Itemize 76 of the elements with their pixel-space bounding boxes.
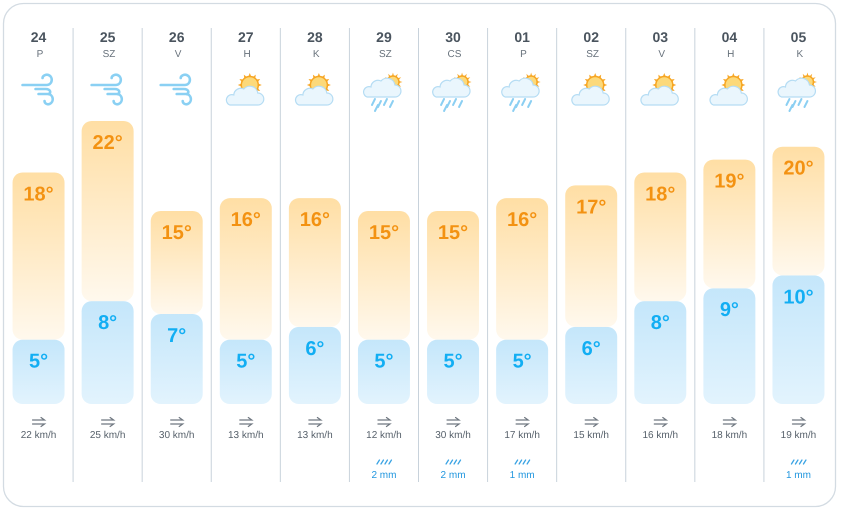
bar xyxy=(220,198,272,340)
x-tick-label: 26 V xyxy=(168,29,185,60)
data-label: 7° xyxy=(167,324,186,347)
bar xyxy=(288,198,341,327)
bar xyxy=(427,340,480,404)
data-label: 6° xyxy=(305,338,324,360)
data-label: 5° xyxy=(512,350,532,373)
annotation: 1 mm xyxy=(510,470,535,481)
annotation: 30 km/h xyxy=(158,430,194,441)
data-label: 5° xyxy=(28,350,48,373)
x-tick-label: 05 K xyxy=(790,29,806,60)
bar xyxy=(288,326,341,404)
total-label: 16° xyxy=(507,209,538,232)
bar xyxy=(772,146,824,276)
data-label: 8° xyxy=(650,312,670,334)
x-tick-label: 02 SZ xyxy=(583,29,600,60)
annotation: 16 km/h xyxy=(642,430,678,441)
total-label: 22° xyxy=(92,132,123,154)
total-label: 18° xyxy=(23,183,54,206)
annotation: 13 km/h xyxy=(297,430,333,441)
bar xyxy=(150,211,203,314)
x-tick-label: 30 CS xyxy=(444,29,462,60)
x-tick-label: 27 H xyxy=(238,29,254,60)
bar xyxy=(150,314,203,404)
annotation: 25 km/h xyxy=(90,430,126,441)
bar xyxy=(12,172,65,340)
total-label: 15° xyxy=(162,222,192,244)
bar xyxy=(358,211,410,340)
total-label: 15° xyxy=(368,222,400,244)
total-label: 19° xyxy=(714,170,744,193)
data-label: 10° xyxy=(783,286,814,308)
bar xyxy=(220,340,272,404)
bar xyxy=(82,301,134,404)
x-tick-label: 28 K xyxy=(307,29,323,60)
data-label: 8° xyxy=(98,312,118,334)
total-label: 18° xyxy=(645,183,676,206)
bar xyxy=(427,211,480,340)
total-label: 16° xyxy=(300,209,330,232)
data-label: 5° xyxy=(374,350,394,373)
bar xyxy=(634,172,686,302)
annotation: 17 km/h xyxy=(504,430,540,441)
annotation: 2 mm xyxy=(371,470,396,481)
annotation: 19 km/h xyxy=(780,430,816,441)
bar xyxy=(703,160,756,288)
bar xyxy=(496,340,548,404)
bar xyxy=(358,340,410,404)
data-label: 5° xyxy=(236,350,256,373)
annotation: 18 km/h xyxy=(712,430,748,441)
annotation: 2 mm xyxy=(440,470,466,481)
annotation: 15 km/h xyxy=(573,430,609,441)
annotation: 13 km/h xyxy=(228,430,264,441)
bar xyxy=(496,198,548,340)
bar xyxy=(703,288,756,404)
data-label: 6° xyxy=(582,338,601,360)
annotation: 22 km/h xyxy=(20,430,56,441)
total-label: 16° xyxy=(230,209,261,232)
x-tick-label: 04 H xyxy=(722,29,738,60)
x-tick-label: 29 SZ xyxy=(376,29,392,60)
bar xyxy=(565,326,618,404)
bar xyxy=(634,301,686,404)
annotation: 12 km/h xyxy=(366,430,402,441)
data-label: 5° xyxy=(443,350,463,373)
total-label: 20° xyxy=(783,158,814,180)
bar xyxy=(772,275,824,404)
data-label: 9° xyxy=(720,299,739,322)
x-tick-label: 25 SZ xyxy=(100,29,116,60)
annotation: 30 km/h xyxy=(435,430,471,441)
total-label: 17° xyxy=(576,196,606,218)
x-tick-label: 24 P xyxy=(30,29,47,60)
bar xyxy=(12,340,65,404)
x-tick-label: 01 P xyxy=(514,29,530,60)
total-label: 15° xyxy=(438,222,468,244)
bar xyxy=(565,185,618,327)
annotation: 1 mm xyxy=(786,470,811,481)
bar xyxy=(82,121,134,302)
x-tick-label: 03 V xyxy=(652,29,668,60)
